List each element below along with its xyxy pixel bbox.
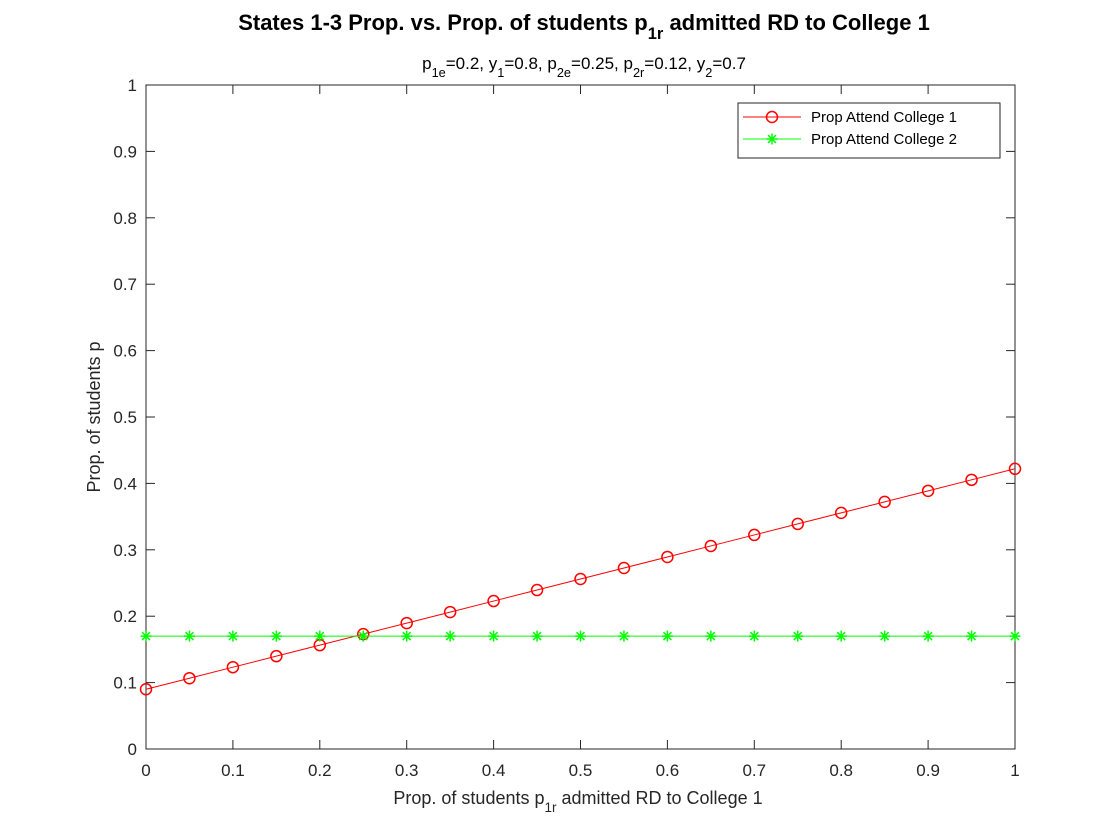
data-point [1009,630,1021,642]
data-point [444,630,456,642]
data-point [443,605,457,619]
data-point [705,630,717,642]
data-point [661,630,673,642]
series-line [145,468,1016,690]
y-tick-label: 0.2 [113,607,137,626]
data-point [966,630,978,642]
x-tick-label: 0.5 [569,761,593,780]
x-tick-label: 0.1 [221,761,245,780]
data-point [792,630,804,642]
legend-item: Prop Attend College 1 [743,109,957,126]
y-tick-label: 0.9 [113,142,137,161]
chart-title: States 1-3 Prop. vs. Prop. of students p… [238,10,930,43]
data-point [574,572,587,586]
data-point [139,682,153,696]
data-point [575,630,586,642]
x-tick-label: 0.4 [482,761,506,780]
x-tick-label: 0.2 [308,761,332,780]
series-1 [139,462,1022,696]
data-point [183,671,196,685]
legend-label: Prop Attend College 1 [811,109,957,126]
y-tick-label: 0.3 [113,541,137,560]
data-point [531,630,543,642]
y-tick-label: 0.7 [113,275,137,294]
data-point [487,594,500,608]
data-point [530,583,544,597]
y-tick-label: 0.1 [113,674,137,693]
data-point [661,550,674,564]
series-layer [139,462,1022,696]
data-point [878,495,891,509]
data-point [226,660,240,674]
y-tick-label: 0.6 [113,342,137,361]
data-point [748,630,760,642]
legend-marker [766,133,778,145]
y-tick-label: 1 [128,76,137,95]
legend: Prop Attend College 1 Prop Attend College… [737,102,1001,159]
data-point [488,630,500,642]
x-tick-label: 0.3 [395,761,419,780]
data-point [618,630,630,642]
data-point [270,649,283,663]
data-point [270,630,282,642]
x-tick-label: 0.8 [829,761,853,780]
chart-subtitle: p1e=0.2, y1=0.8, p2e=0.25, p2r=0.12, y2=… [422,54,746,80]
data-point [834,506,848,520]
legend-label: Prop Attend College 2 [811,131,957,148]
data-point [357,630,369,642]
x-tick-label: 1 [1010,761,1019,780]
y-axis-label: Prop. of students p [84,341,104,492]
data-point [400,616,413,630]
legend-box [737,102,1001,159]
x-tick-label: 0.6 [656,761,680,780]
data-point [314,630,326,642]
data-point [617,561,631,575]
y-tick-label: 0.4 [113,474,137,493]
plot-area [145,84,1016,750]
data-point [922,630,934,642]
data-point [791,517,804,531]
y-tick-label: 0.5 [113,408,137,427]
legend-marker [765,110,779,124]
data-point [835,630,847,642]
data-point [704,539,718,553]
y-tick-label: 0 [128,740,137,759]
data-point [183,630,195,642]
data-point [401,630,413,642]
data-point [1008,462,1022,476]
x-axis-label: Prop. of students p1r admitted RD to Col… [393,788,762,815]
x-tick-label: 0 [141,761,150,780]
x-tick-label: 0.9 [916,761,940,780]
data-point [748,528,761,542]
data-point [965,473,978,487]
data-point [227,630,239,642]
legend-item: Prop Attend College 2 [743,131,957,148]
x-tick-label: 0.7 [742,761,766,780]
series-2 [140,630,1021,642]
axis-ticks: 0 0.1 0.2 0.3 0.4 0.5 0.6 0.7 0.8 0.9 1 0 0.1 0.2 0.3 0… [113,76,1019,780]
y-tick-label: 0.8 [113,209,137,228]
data-point [140,630,152,642]
data-point [879,630,891,642]
data-point [921,484,935,498]
